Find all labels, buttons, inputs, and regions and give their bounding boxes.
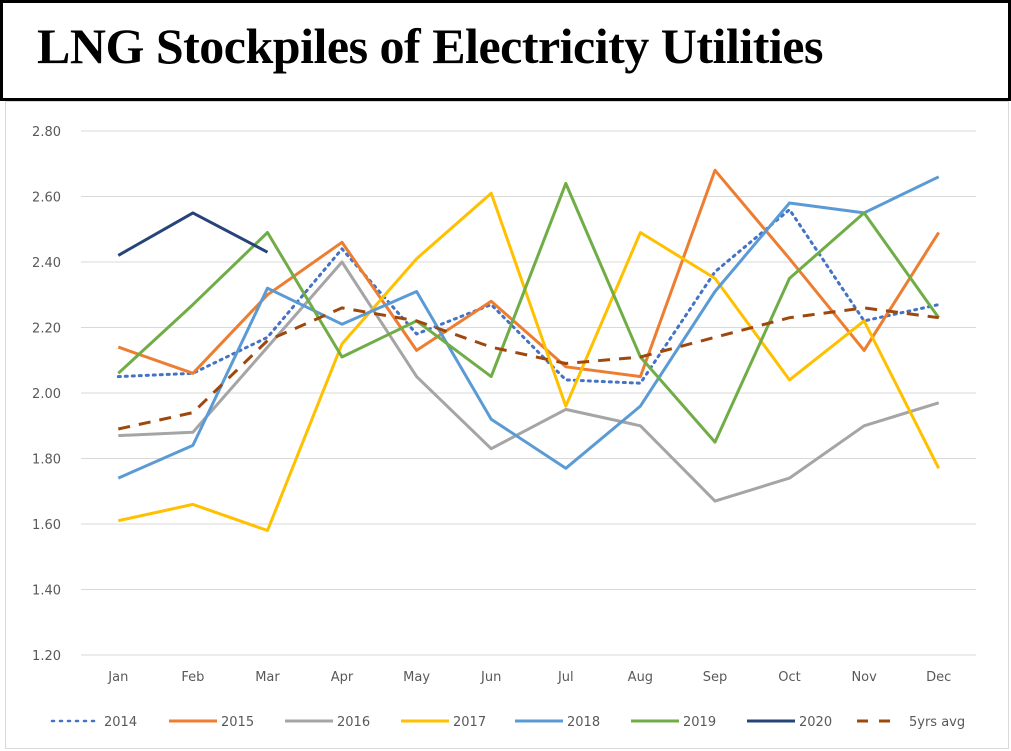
legend-item: 2014 xyxy=(50,715,137,730)
series-2020 xyxy=(117,211,269,257)
x-tick-label: Nov xyxy=(851,670,877,685)
series-5yrs-avg xyxy=(117,306,939,431)
series-line xyxy=(117,191,941,532)
x-tick-label: Sep xyxy=(703,670,728,685)
series-2019 xyxy=(117,181,940,444)
y-tick-label: 2.80 xyxy=(32,125,61,140)
legend-item: 5yrs avg xyxy=(857,715,965,730)
x-axis-ticks: Jan Feb Mar Apr May Jun Jul Aug Sep Oct Nov Dec xyxy=(107,670,951,685)
series-line xyxy=(116,208,941,385)
series-line xyxy=(118,260,940,503)
legend: 2014 2015 2016 2017 2018 2019 2020 5yrs avg xyxy=(50,715,965,730)
x-tick-label: Jul xyxy=(557,670,574,685)
series-line xyxy=(117,168,940,379)
legend-item: 2015 xyxy=(169,715,254,730)
series-lines xyxy=(116,168,941,532)
chart-title: LNG Stockpiles of Electricity Utilities xyxy=(37,18,823,74)
y-tick-label: 1.60 xyxy=(32,518,61,533)
x-tick-label: Feb xyxy=(181,670,204,685)
y-tick-label: 1.80 xyxy=(32,453,61,468)
legend-label: 2020 xyxy=(799,715,832,730)
series-2016 xyxy=(118,260,940,503)
series-2017 xyxy=(117,191,941,532)
legend-item: 2020 xyxy=(747,715,832,730)
series-line xyxy=(117,181,940,444)
y-tick-label: 2.00 xyxy=(32,387,61,402)
x-tick-label: Jun xyxy=(480,670,501,685)
legend-label: 2018 xyxy=(567,715,600,730)
legend-item: 2017 xyxy=(401,715,486,730)
legend-item: 2016 xyxy=(285,715,370,730)
x-tick-label: Mar xyxy=(255,670,280,685)
legend-label: 5yrs avg xyxy=(909,715,965,730)
x-tick-label: Oct xyxy=(778,670,800,685)
y-tick-label: 2.60 xyxy=(32,191,61,206)
x-tick-label: Apr xyxy=(331,670,354,685)
y-tick-label: 2.40 xyxy=(32,256,61,271)
y-tick-label: 1.20 xyxy=(32,649,61,664)
x-tick-label: May xyxy=(403,670,430,685)
legend-label: 2015 xyxy=(221,715,254,730)
legend-label: 2016 xyxy=(337,715,370,730)
title-box: LNG Stockpiles of Electricity Utilities xyxy=(0,0,1011,101)
x-tick-label: Dec xyxy=(926,670,951,685)
legend-label: 2014 xyxy=(104,715,137,730)
series-2015 xyxy=(117,168,940,379)
x-tick-label: Jan xyxy=(107,670,128,685)
legend-label: 2019 xyxy=(683,715,716,730)
gridlines xyxy=(81,130,976,656)
series-2018 xyxy=(117,175,940,480)
y-tick-label: 1.40 xyxy=(32,584,61,599)
legend-item: 2019 xyxy=(631,715,716,730)
series-line xyxy=(117,175,940,480)
series-line xyxy=(117,211,269,257)
y-axis-ticks: 1.20 1.40 1.60 1.80 2.00 2.20 2.40 2.60 2.80 xyxy=(32,125,61,664)
y-tick-label: 2.20 xyxy=(32,322,61,337)
x-tick-label: Aug xyxy=(628,670,653,685)
series-line xyxy=(117,306,939,431)
legend-item: 2018 xyxy=(515,715,600,730)
legend-label: 2017 xyxy=(453,715,486,730)
